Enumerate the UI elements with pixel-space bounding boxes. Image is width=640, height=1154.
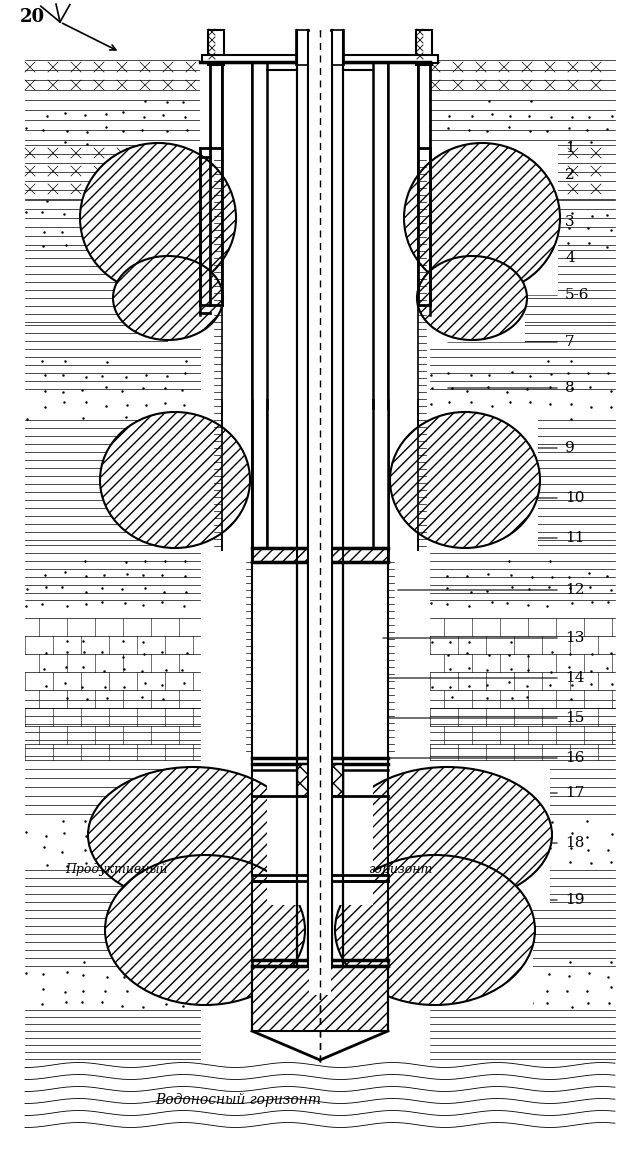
Bar: [428, 143, 558, 295]
Text: 8: 8: [565, 381, 575, 395]
Bar: [297, 60, 308, 960]
Text: 7: 7: [565, 335, 575, 349]
Bar: [267, 60, 327, 555]
Bar: [343, 560, 388, 760]
Bar: [210, 60, 222, 550]
Text: 20: 20: [20, 8, 45, 27]
Bar: [252, 548, 388, 562]
Ellipse shape: [105, 855, 305, 1005]
Ellipse shape: [390, 412, 540, 548]
Bar: [308, 30, 332, 995]
Text: горизонт: горизонт: [368, 863, 433, 877]
Bar: [193, 765, 254, 905]
Ellipse shape: [335, 855, 535, 1005]
Text: 16: 16: [565, 751, 584, 765]
Bar: [343, 60, 373, 550]
Text: 5-6: 5-6: [565, 288, 589, 302]
Text: 15: 15: [565, 711, 584, 725]
Ellipse shape: [342, 767, 552, 902]
Text: 1: 1: [565, 141, 575, 155]
Bar: [428, 254, 525, 342]
Bar: [168, 254, 202, 342]
Text: 12: 12: [565, 583, 584, 597]
Text: 14: 14: [565, 670, 584, 685]
Bar: [308, 853, 332, 1007]
Bar: [308, 30, 332, 1001]
Bar: [267, 60, 297, 555]
Text: 3: 3: [565, 215, 575, 228]
Bar: [267, 765, 373, 905]
Bar: [309, 32, 331, 995]
Bar: [386, 853, 533, 1007]
Bar: [252, 60, 267, 550]
Bar: [175, 410, 254, 550]
Bar: [388, 60, 418, 610]
Bar: [205, 853, 254, 1007]
Ellipse shape: [100, 412, 250, 548]
Bar: [416, 30, 432, 65]
Ellipse shape: [404, 143, 560, 293]
Bar: [373, 60, 388, 550]
Bar: [267, 410, 388, 550]
Text: 13: 13: [565, 631, 584, 645]
Ellipse shape: [88, 767, 298, 902]
Bar: [200, 60, 210, 148]
Ellipse shape: [417, 256, 527, 340]
Bar: [343, 60, 373, 555]
Bar: [252, 966, 388, 1031]
Ellipse shape: [80, 143, 236, 293]
Text: 17: 17: [565, 786, 584, 800]
Bar: [267, 60, 297, 550]
Bar: [222, 60, 252, 610]
Bar: [331, 30, 344, 65]
Bar: [208, 30, 224, 65]
Bar: [202, 55, 438, 63]
Bar: [158, 143, 202, 295]
Bar: [386, 410, 538, 550]
Text: 18: 18: [565, 835, 584, 850]
Text: 9: 9: [565, 441, 575, 455]
Text: Водоносный горизонт: Водоносный горизонт: [155, 1093, 321, 1107]
Bar: [296, 30, 309, 65]
Text: Продуктивный: Продуктивный: [65, 863, 168, 877]
Bar: [386, 765, 550, 905]
Ellipse shape: [113, 256, 223, 340]
Text: 2: 2: [565, 168, 575, 182]
Text: 19: 19: [565, 893, 584, 907]
Bar: [332, 60, 343, 960]
Text: 11: 11: [565, 531, 584, 545]
Text: 10: 10: [565, 490, 584, 505]
Bar: [418, 60, 430, 550]
Bar: [297, 764, 343, 796]
Text: 4: 4: [565, 252, 575, 265]
Bar: [252, 560, 297, 760]
